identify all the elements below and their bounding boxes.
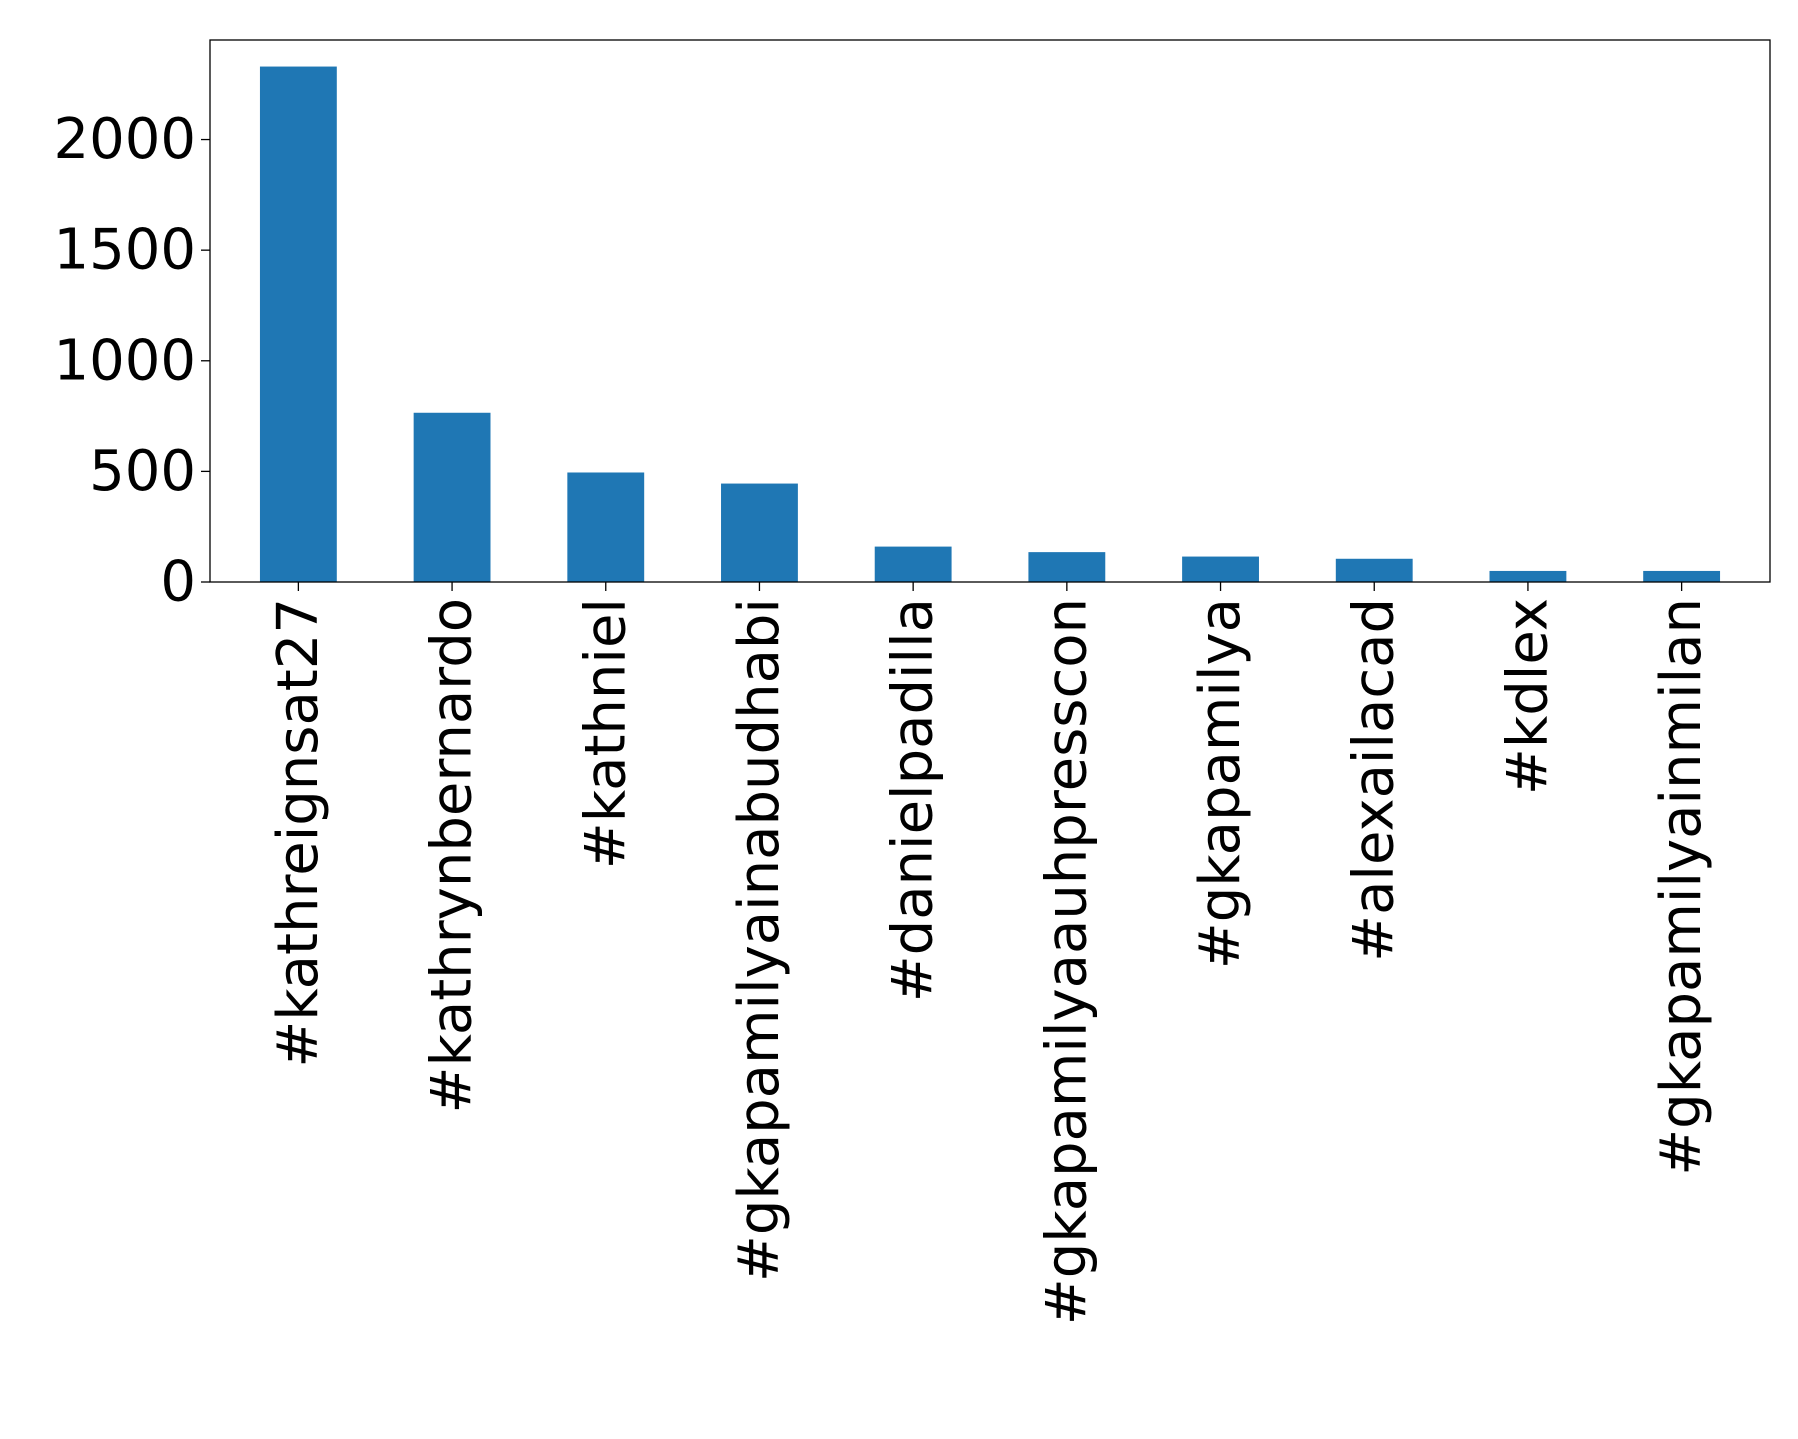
x-tick-label: #kathniel — [573, 598, 638, 869]
bar-kathniel — [567, 472, 645, 582]
bar-gkapamilyainmilan — [1643, 570, 1721, 582]
x-tick-label: #kathreignsat27 — [266, 598, 331, 1068]
y-tick-label: 1000 — [53, 328, 196, 393]
bar-gkapamilya — [1182, 556, 1259, 582]
y-tick-label: 500 — [89, 439, 196, 504]
x-tick-label: #danielpadilla — [881, 598, 946, 1002]
x-tick-label: #gkapamilyainmilan — [1649, 598, 1714, 1176]
x-tick-label: #alexailacad — [1342, 598, 1407, 962]
bar-kathreignsat27 — [259, 66, 337, 583]
x-tick-label: #kdlex — [1495, 598, 1560, 795]
y-tick-label: 0 — [160, 550, 196, 615]
x-tick-label: #gkapamilya — [1188, 598, 1253, 969]
bar-kathrynbernardo — [413, 412, 491, 582]
x-axis: #kathreignsat27 #kathrynbernardo #kathniel… — [266, 582, 1714, 1325]
y-axis: 0 500 1000 1500 2000 — [53, 107, 210, 615]
bar-kdlex — [1489, 570, 1567, 582]
y-tick-label: 2000 — [53, 107, 196, 172]
bar-gkapamilyaauhpresscon — [1028, 552, 1106, 582]
bar-gkapamilyainabudhabi — [721, 483, 798, 582]
bar-danielpadilla — [874, 546, 952, 582]
plot-frame — [209, 39, 1771, 583]
x-tick-label: #gkapamilyainabudhabi — [727, 598, 792, 1282]
bar-alexailacad — [1335, 558, 1413, 582]
y-tick-label: 1500 — [53, 218, 196, 283]
x-tick-label: #kathrynbernardo — [420, 598, 485, 1113]
bars-layer — [259, 66, 1721, 583]
x-tick-label: #gkapamilyaauhpresscon — [1034, 598, 1099, 1325]
